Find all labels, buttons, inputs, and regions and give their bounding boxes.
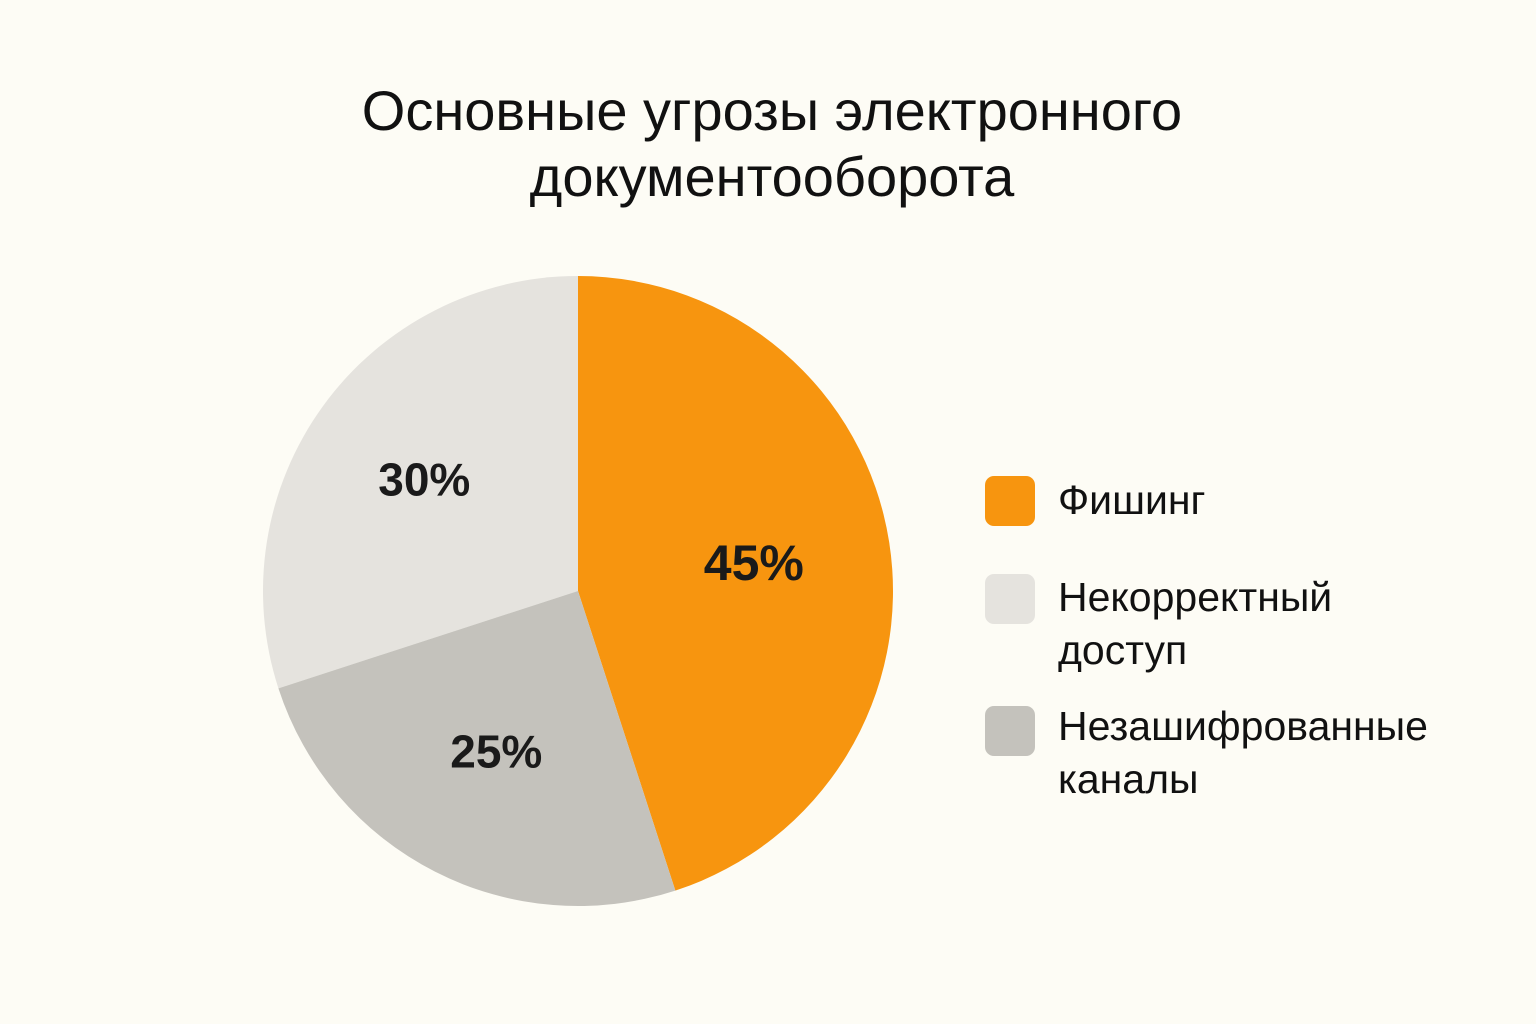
legend-label-phishing-line-1: Фишинг (1058, 477, 1206, 523)
legend-label-unencrypted-channels-line-2: каналы (1058, 756, 1199, 802)
legend-swatch-phishing (985, 476, 1035, 526)
pie-label-incorrect-access: 30% (378, 453, 470, 505)
legend-label-unencrypted-channels: Незашифрованные каналы (1058, 700, 1498, 806)
legend-label-unencrypted-channels-line-1: Незашифрованные (1058, 703, 1428, 749)
legend-label-incorrect-access: Некорректный доступ (1058, 571, 1498, 677)
chart-title: Основные угрозы электронного документооб… (0, 78, 1536, 210)
legend-swatch-unencrypted-channels (985, 706, 1035, 756)
chart-title-line-2: документооборота (529, 145, 1015, 208)
pie-label-unencrypted-channels: 25% (450, 725, 542, 777)
legend-label-phishing: Фишинг (1058, 474, 1498, 527)
chart-title-line-1: Основные угрозы электронного (361, 79, 1183, 142)
legend-label-incorrect-access-line-1: Некорректный (1058, 574, 1333, 620)
pie-slice-phishing (578, 276, 894, 891)
legend-label-incorrect-access-line-2: доступ (1058, 627, 1188, 673)
pie-label-phishing: 45% (704, 535, 804, 591)
pie-slice-incorrect-access (263, 276, 578, 689)
pie-slice-unencrypted-channels (278, 591, 676, 906)
legend-swatch-incorrect-access (985, 574, 1035, 624)
